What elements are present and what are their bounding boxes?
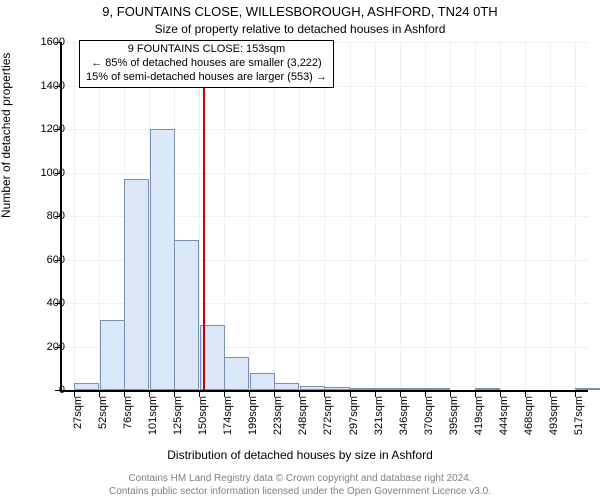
histogram-bar bbox=[250, 373, 275, 390]
grid-line-v bbox=[350, 42, 351, 390]
histogram-bar bbox=[475, 388, 500, 390]
x-tick-label: 199sqm bbox=[247, 396, 259, 435]
histogram-bar bbox=[575, 388, 600, 390]
grid-line-v bbox=[475, 42, 476, 390]
plot-area: 27sqm52sqm76sqm101sqm125sqm150sqm174sqm1… bbox=[60, 42, 588, 392]
info-line-3: 15% of semi-detached houses are larger (… bbox=[86, 71, 327, 85]
chart-container: 9, FOUNTAINS CLOSE, WILLESBOROUGH, ASHFO… bbox=[0, 0, 600, 500]
x-tick-label: 101sqm bbox=[147, 396, 159, 435]
x-tick-label: 27sqm bbox=[72, 396, 84, 429]
histogram-bar bbox=[174, 240, 199, 390]
x-tick-label: 321sqm bbox=[373, 396, 385, 435]
x-tick-label: 346sqm bbox=[398, 396, 410, 435]
x-tick-label: 223sqm bbox=[272, 396, 284, 435]
x-tick-label: 150sqm bbox=[197, 396, 209, 435]
x-tick-label: 370sqm bbox=[423, 396, 435, 435]
info-line-1: 9 FOUNTAINS CLOSE: 153sqm bbox=[86, 43, 327, 57]
grid-line-v bbox=[74, 42, 75, 390]
info-line-2: ← 85% of detached houses are smaller (3,… bbox=[86, 57, 327, 71]
x-tick-label: 419sqm bbox=[473, 396, 485, 435]
grid-line-v bbox=[575, 42, 576, 390]
marker-line bbox=[203, 42, 205, 390]
grid-line-v bbox=[550, 42, 551, 390]
x-tick-label: 444sqm bbox=[498, 396, 510, 435]
grid-line-v bbox=[500, 42, 501, 390]
x-tick-label: 395sqm bbox=[448, 396, 460, 435]
x-tick-label: 76sqm bbox=[122, 396, 134, 429]
footer-line-2: Contains public sector information licen… bbox=[0, 486, 600, 499]
x-tick-label: 174sqm bbox=[222, 396, 234, 435]
chart-subtitle: Size of property relative to detached ho… bbox=[0, 22, 600, 36]
x-tick-label: 517sqm bbox=[573, 396, 585, 435]
histogram-bar bbox=[150, 129, 175, 390]
footer-line-1: Contains HM Land Registry data © Crown c… bbox=[0, 473, 600, 486]
chart-footer: Contains HM Land Registry data © Crown c… bbox=[0, 473, 600, 498]
x-tick-label: 52sqm bbox=[97, 396, 109, 429]
grid-line-v bbox=[400, 42, 401, 390]
histogram-bar bbox=[300, 386, 325, 390]
x-tick-label: 297sqm bbox=[348, 396, 360, 435]
histogram-bar bbox=[324, 387, 349, 390]
histogram-bar bbox=[124, 179, 149, 390]
y-tick-label: 400 bbox=[25, 297, 65, 309]
x-tick-label: 248sqm bbox=[297, 396, 309, 435]
y-tick-label: 600 bbox=[25, 254, 65, 266]
y-tick-label: 0 bbox=[25, 384, 65, 396]
histogram-bar bbox=[224, 357, 249, 390]
x-tick-label: 468sqm bbox=[523, 396, 535, 435]
histogram-bar bbox=[400, 388, 425, 390]
grid-line-v bbox=[450, 42, 451, 390]
grid-line-v bbox=[299, 42, 300, 390]
y-axis-title: Number of detached properties bbox=[0, 53, 13, 218]
histogram-bar bbox=[100, 320, 125, 390]
histogram-bar bbox=[375, 388, 400, 390]
grid-line-v bbox=[249, 42, 250, 390]
grid-line-v bbox=[525, 42, 526, 390]
y-tick-label: 1200 bbox=[25, 123, 65, 135]
chart-title: 9, FOUNTAINS CLOSE, WILLESBOROUGH, ASHFO… bbox=[0, 4, 600, 19]
histogram-bar bbox=[74, 383, 99, 390]
grid-line-v bbox=[425, 42, 426, 390]
y-tick-label: 1000 bbox=[25, 167, 65, 179]
grid-line-v bbox=[274, 42, 275, 390]
x-axis-title: Distribution of detached houses by size … bbox=[0, 448, 600, 462]
y-tick-label: 800 bbox=[25, 210, 65, 222]
grid-line-v bbox=[375, 42, 376, 390]
info-box: 9 FOUNTAINS CLOSE: 153sqm ← 85% of detac… bbox=[79, 40, 334, 88]
histogram-bar bbox=[350, 388, 375, 390]
x-tick-label: 272sqm bbox=[322, 396, 334, 435]
histogram-bar bbox=[274, 383, 299, 390]
x-tick-label: 125sqm bbox=[172, 396, 184, 435]
y-tick-label: 1400 bbox=[25, 80, 65, 92]
y-tick-label: 200 bbox=[25, 341, 65, 353]
x-tick-label: 493sqm bbox=[548, 396, 560, 435]
histogram-bar bbox=[425, 388, 450, 390]
y-tick-label: 1600 bbox=[25, 36, 65, 48]
grid-line-v bbox=[324, 42, 325, 390]
